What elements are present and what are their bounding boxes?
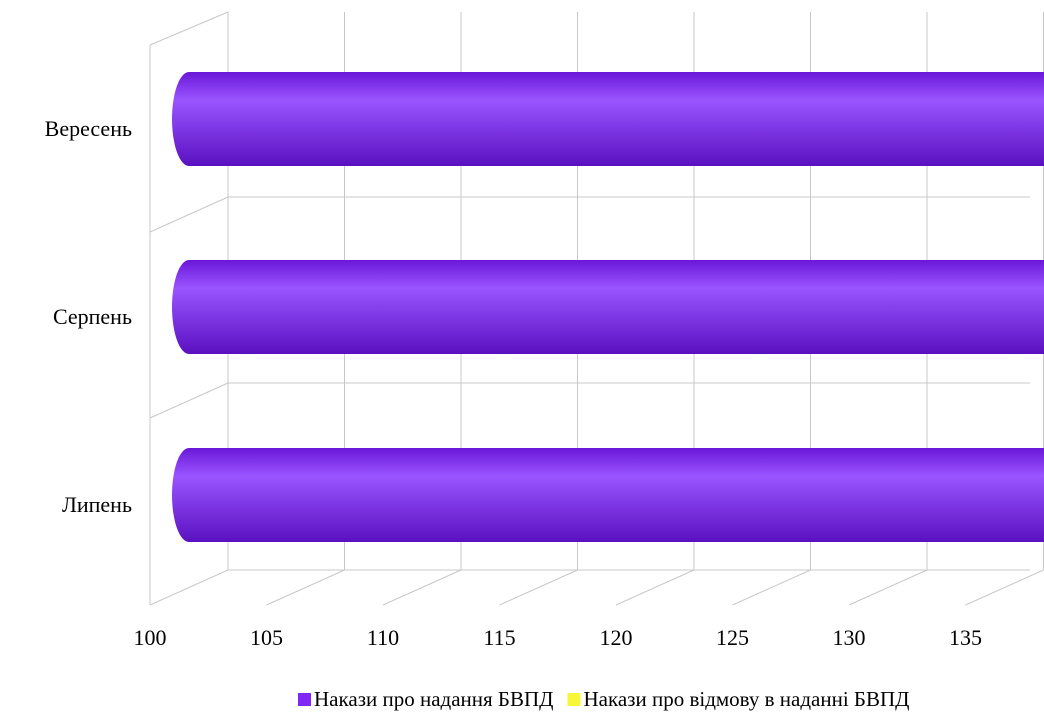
floor-line	[848, 569, 928, 606]
y-tick-label: Серпень	[53, 304, 132, 329]
legend: Накази про надання БВПД Накази про відмов…	[298, 687, 909, 711]
bar-segment	[172, 72, 1044, 166]
x-tick-label: 115	[483, 625, 515, 650]
cylinder-start	[172, 72, 206, 166]
bar-segment	[172, 448, 1044, 542]
x-tick-label: 105	[250, 625, 283, 650]
floor-line	[965, 569, 1044, 606]
wall-edge	[149, 196, 229, 233]
y-tick-label: Липень	[62, 492, 132, 517]
x-tick-label: 110	[367, 625, 399, 650]
floor-line	[615, 569, 695, 606]
cylinder-start	[172, 260, 206, 354]
cylinder-body	[189, 448, 1044, 542]
floor-line	[732, 569, 811, 606]
wall-edge	[149, 382, 229, 419]
x-tick-label: 100	[134, 625, 167, 650]
x-tick-label: 135	[949, 625, 982, 650]
cylinder-body	[189, 260, 1044, 354]
floor-line	[266, 569, 345, 606]
legend-swatch	[567, 693, 581, 706]
y-tick-label: Вересень	[45, 116, 132, 141]
wall-edge	[149, 11, 229, 46]
floor-line	[149, 569, 229, 606]
x-tick-label: 120	[600, 625, 633, 650]
legend-label: Накази про відмову в наданні БВПД	[583, 687, 909, 711]
bar-segment	[172, 260, 1044, 354]
cylinder-body	[189, 72, 1044, 166]
floor-line	[382, 569, 462, 606]
legend-swatch	[298, 693, 311, 706]
cylinder-start	[172, 448, 206, 542]
legend-label: Накази про надання БВПД	[314, 687, 553, 711]
x-tick-label: 130	[833, 625, 866, 650]
x-tick-label: 125	[716, 625, 749, 650]
floor-line	[499, 569, 578, 606]
